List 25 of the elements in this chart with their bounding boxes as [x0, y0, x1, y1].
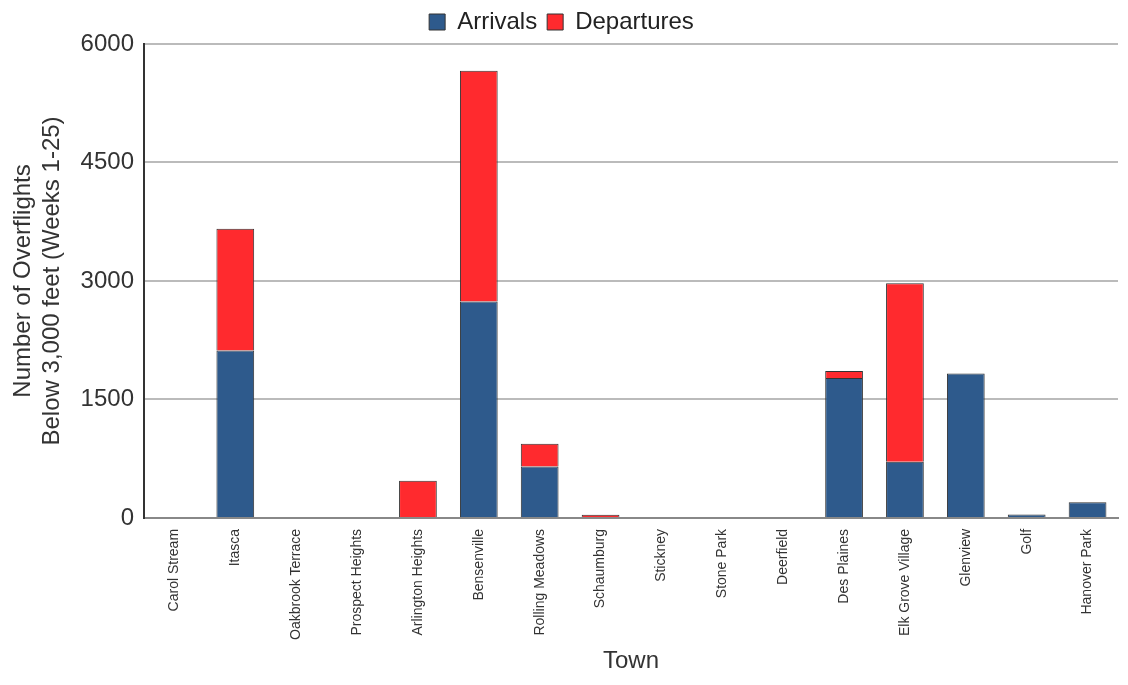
- y-tick-label: 1500: [80, 384, 134, 412]
- x-tick-label: Elk Grove Village: [895, 528, 912, 637]
- x-tick-label: Glenview: [956, 528, 973, 587]
- x-tick-label: Des Plaines: [834, 528, 851, 604]
- x-tick-label: Oakbrook Terrace: [287, 528, 304, 640]
- x-tick-label: Golf: [1017, 528, 1034, 555]
- x-tick-label: Prospect Heights: [347, 528, 364, 636]
- x-tick-label: Itasca: [226, 528, 243, 567]
- x-tick-label: Stone Park: [713, 527, 730, 599]
- y-tick-label: 0: [120, 502, 134, 530]
- x-axis-title: Town: [602, 646, 660, 674]
- y-tick-label: 6000: [80, 28, 134, 56]
- y-axis-title: Number of Overflights Below 3,000 feet (Weeks 1-25): [8, 116, 64, 446]
- y-tick-label: 4500: [80, 147, 134, 175]
- x-tick-label: Stickney: [652, 528, 669, 582]
- x-tick-label: Hanover Park: [1078, 527, 1095, 615]
- legend-label: Arrivals: [457, 6, 538, 34]
- x-tick-label: Schaumburg: [591, 528, 608, 609]
- x-tick-label: Carol Stream: [165, 528, 182, 612]
- x-tick-label: Bensenville: [469, 528, 486, 601]
- x-tick-label: Arlington Heights: [408, 528, 425, 636]
- x-tick-label: Deerfield: [774, 528, 791, 585]
- y-tick-label: 3000: [80, 265, 134, 293]
- x-tick-label: Rolling Meadows: [530, 528, 547, 636]
- legend-label: Departures: [575, 6, 694, 34]
